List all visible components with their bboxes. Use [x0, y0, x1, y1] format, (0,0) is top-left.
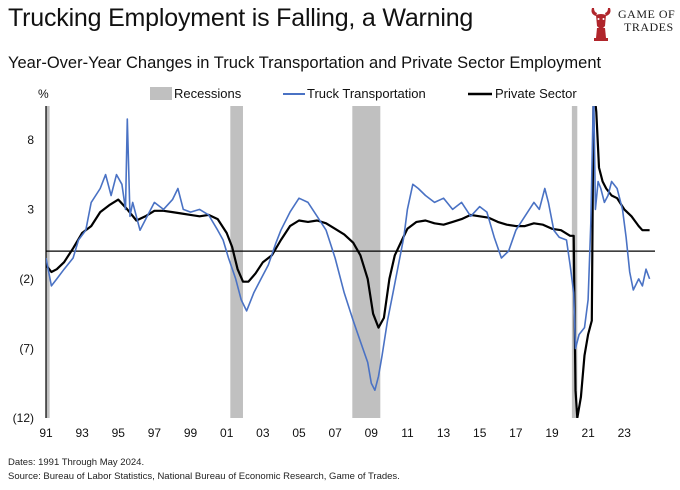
- x-tick-label: 21: [581, 426, 595, 440]
- x-tick-label: 99: [184, 426, 198, 440]
- x-tick-label: 09: [365, 426, 379, 440]
- x-tick-label: 17: [509, 426, 523, 440]
- x-tick-label: 15: [473, 426, 487, 440]
- x-tick-label: 07: [328, 426, 342, 440]
- x-tick-label: 19: [545, 426, 559, 440]
- x-tick-label: 11: [401, 426, 414, 440]
- chart-subtitle: Year-Over-Year Changes in Truck Transpor…: [8, 54, 602, 72]
- x-tick-label: 05: [292, 426, 306, 440]
- x-tick-label: 93: [75, 426, 89, 440]
- brand-logo: GAME OF TRADES: [588, 4, 676, 44]
- x-tick-label: 03: [256, 426, 270, 440]
- series-line-truck-transportation: [46, 106, 651, 391]
- x-tick-label: 23: [618, 426, 632, 440]
- logo-line-2: TRADES: [624, 20, 674, 34]
- legend-swatch-recessions: [150, 87, 172, 100]
- legend-label-truck: Truck Transportation: [307, 86, 426, 101]
- chart-title: Trucking Employment is Falling, a Warnin…: [8, 4, 474, 32]
- x-tick-label: 97: [148, 426, 162, 440]
- y-tick-label: (7): [19, 341, 34, 355]
- y-tick-label: (2): [19, 272, 34, 286]
- y-tick-label: 3: [27, 202, 34, 216]
- logo-line-1: GAME OF: [618, 7, 676, 21]
- y-axis-unit-label: %: [38, 87, 49, 101]
- x-tick-label: 95: [112, 426, 126, 440]
- legend-label-private: Private Sector: [495, 86, 577, 101]
- y-tick-label: (12): [13, 411, 34, 425]
- x-tick-label: 13: [437, 426, 451, 440]
- footer-source: Source: Bureau of Labor Statistics, Nati…: [8, 471, 400, 482]
- footer-dates: Dates: 1991 Through May 2024.: [8, 457, 145, 468]
- chart-area: 8 3 (2) (7) (12)% 91 93 95 97 99 01 03 05 07 09 11 13 15 1…: [13, 86, 655, 440]
- y-tick-label: 8: [27, 133, 34, 147]
- recession-band-3: [352, 106, 381, 418]
- bull-head-icon: [591, 8, 611, 41]
- recession-band-1: [46, 106, 50, 418]
- series-line-private-sector: [46, 106, 650, 418]
- legend-label-recessions: Recessions: [174, 86, 242, 101]
- x-tick-label: 01: [220, 426, 234, 440]
- x-tick-label: 91: [39, 426, 53, 440]
